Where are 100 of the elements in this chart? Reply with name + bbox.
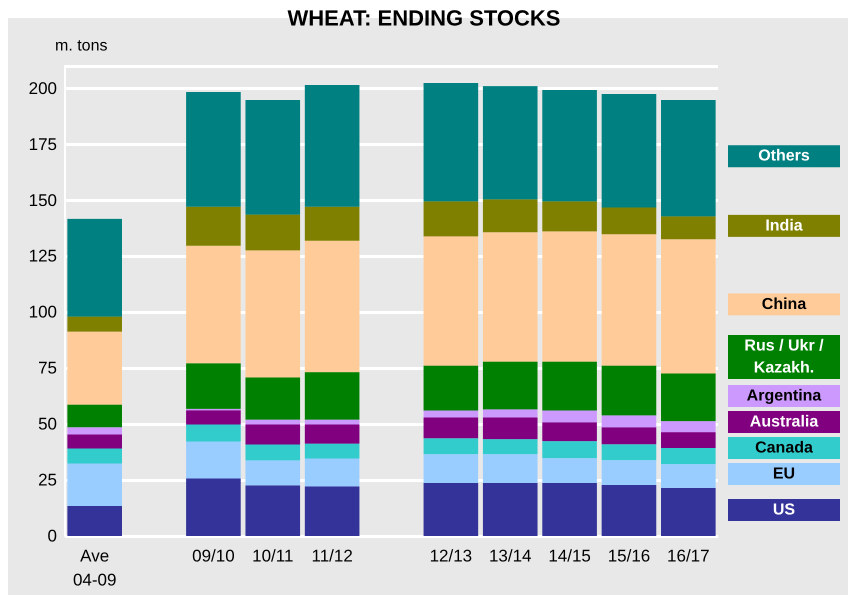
bar: [304, 372, 360, 420]
bar: [245, 460, 300, 486]
bar: [304, 424, 360, 444]
bar: [661, 448, 716, 464]
bar: [482, 86, 538, 200]
bar: [245, 214, 300, 250]
y-axis-title: m. tons: [55, 38, 108, 54]
x-tick-label: 11/12: [311, 546, 353, 566]
bar: [482, 482, 538, 536]
bar: [186, 206, 241, 246]
text: US: [772, 501, 796, 518]
bar: [482, 409, 538, 418]
y-tick-label: 50: [38, 414, 57, 434]
text: Australia: [750, 414, 818, 431]
bar: [542, 201, 597, 232]
bar: [304, 444, 360, 459]
y-tick-label: 0: [48, 526, 57, 546]
bar: [186, 92, 241, 207]
bar: [67, 218, 122, 317]
bar: [542, 422, 597, 442]
bar: [186, 442, 241, 478]
bar: [602, 207, 656, 234]
bar: [304, 420, 360, 425]
bar: [602, 415, 656, 428]
chart-title: WHEAT: ENDING STOCKS: [288, 6, 560, 30]
bar: [661, 488, 716, 536]
x-tick-label: 09/10: [192, 546, 235, 566]
bar: [602, 444, 656, 460]
bar: [542, 410, 597, 422]
text: Argentina: [746, 388, 822, 405]
x-tick-label: 14/15: [548, 546, 591, 566]
bar: [602, 94, 656, 208]
bar: [482, 232, 538, 362]
bar: [542, 441, 597, 458]
bar: [304, 206, 360, 241]
bar: [482, 362, 538, 410]
bar: [67, 448, 122, 464]
bar: [186, 424, 241, 442]
y-tick-label: 150: [28, 190, 57, 210]
bar: [67, 434, 122, 448]
bar: [424, 410, 478, 418]
bar: [661, 239, 716, 374]
bar: [482, 199, 538, 232]
x-tick-label: 15/16: [608, 546, 650, 566]
bar: [602, 484, 656, 536]
x-tick-label: 13/14: [488, 546, 532, 566]
bar: [602, 234, 656, 366]
bar: [304, 85, 360, 207]
bar: [424, 201, 478, 236]
text: Canada: [755, 440, 813, 457]
text: India: [765, 217, 803, 234]
bar: [67, 463, 122, 506]
series-label: Rus / Ukr / Kazakh.: [744, 338, 824, 377]
bar: [542, 362, 597, 410]
bar: [661, 432, 716, 448]
y-tick-label: 200: [28, 78, 57, 98]
bar: [186, 478, 241, 536]
bar: [67, 404, 122, 428]
bar: [482, 439, 538, 454]
bar: [482, 454, 538, 483]
bar: [67, 506, 122, 536]
bar: [245, 424, 300, 444]
bar: [542, 458, 597, 483]
bar: [67, 427, 122, 434]
bar: [482, 417, 538, 440]
bar: [67, 316, 122, 332]
bar: [245, 485, 300, 536]
bar: [424, 83, 478, 202]
bar: [661, 421, 716, 432]
x-tick-label: 10/11: [252, 546, 294, 566]
bar: [542, 231, 597, 362]
text: EU: [772, 466, 796, 483]
text: Others: [758, 148, 810, 165]
bar: [661, 464, 716, 488]
x-tick-label: Ave 04-09: [72, 546, 116, 590]
bar: [186, 363, 241, 409]
bar: [186, 410, 241, 425]
text: China: [762, 296, 806, 313]
bar: [304, 486, 360, 536]
bar: [245, 250, 300, 378]
y-tick-label: 100: [28, 302, 57, 322]
bar: [304, 458, 360, 486]
bar: [186, 246, 241, 364]
bar: [602, 427, 656, 444]
bar: [245, 420, 300, 425]
y-tick-label: 175: [28, 134, 57, 154]
x-tick-label: 16/17: [667, 546, 710, 566]
bar: [304, 240, 360, 372]
bar: [245, 100, 300, 215]
x-tick-label: 12/13: [430, 546, 472, 566]
bar: [542, 482, 597, 536]
bar: [424, 482, 478, 536]
bar: [602, 460, 656, 485]
bar: [661, 216, 716, 240]
y-tick-label: 125: [28, 246, 57, 266]
bar: [602, 366, 656, 416]
bar: [67, 332, 122, 405]
bar: [424, 236, 478, 366]
bar: [424, 438, 478, 454]
y-tick-label: 25: [38, 470, 57, 490]
